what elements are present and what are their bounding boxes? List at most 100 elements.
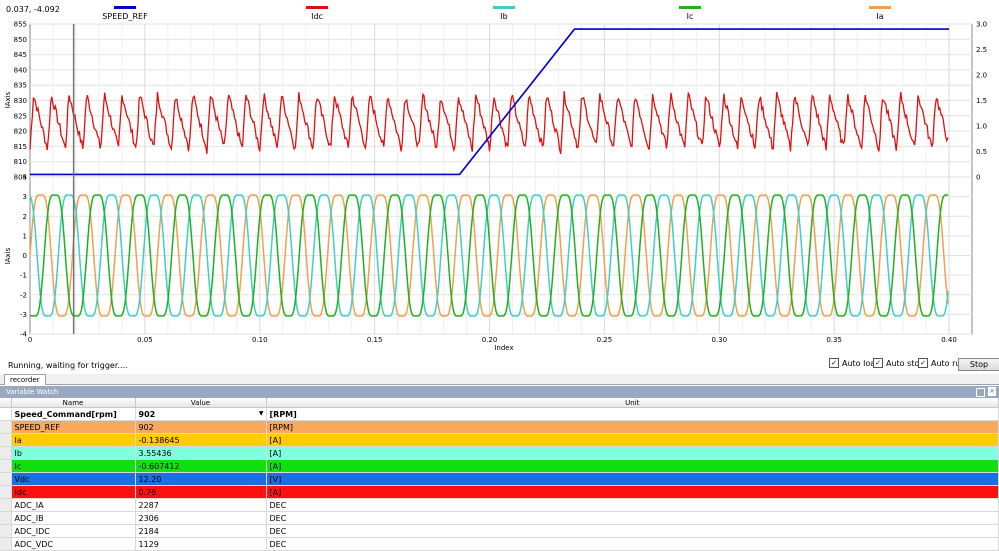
y-right-tick-label: 2.5 <box>976 46 987 54</box>
check-icon: ✓ <box>873 358 883 368</box>
y-tick-label: 855 <box>14 21 27 29</box>
auto-load-checkbox[interactable]: ✓ Auto load <box>829 358 880 368</box>
cell-unit: DEC <box>266 511 999 525</box>
cell-unit: DEC <box>266 524 999 538</box>
x-tick-label: 0.30 <box>711 336 727 344</box>
cell-value[interactable]: 0.76 <box>135 485 267 499</box>
cell-value[interactable]: -0.138645 <box>135 433 267 447</box>
row-selector[interactable] <box>0 420 12 434</box>
cell-text: DEC <box>269 500 287 510</box>
cell-text: SPEED_REF <box>14 422 60 432</box>
auto-stop-checkbox[interactable]: ✓ Auto stop <box>873 358 924 368</box>
x-tick-label: 0.20 <box>482 336 498 344</box>
cell-value[interactable]: 2184 <box>135 524 267 538</box>
row-selector[interactable] <box>0 524 12 538</box>
cell-value[interactable]: 3.55436 <box>135 446 267 460</box>
row-selector[interactable] <box>0 433 12 447</box>
variable-watch-titlebar: Variable Watch × <box>0 386 999 398</box>
row-selector[interactable] <box>0 459 12 473</box>
legend-swatch <box>869 6 891 9</box>
row-selector[interactable] <box>0 446 12 460</box>
cell-unit: [RPM] <box>266 420 999 434</box>
recorder-status: Running, waiting for trigger.... <box>8 361 128 370</box>
cell-value[interactable]: 2306 <box>135 511 267 525</box>
row-selector[interactable] <box>0 407 12 421</box>
y-tick-label: 810 <box>14 158 27 166</box>
table-row[interactable]: Ic -0.607412 [A] <box>0 459 999 473</box>
cell-unit: [A] <box>266 433 999 447</box>
auto-load-label: Auto load <box>842 358 881 368</box>
y-tick-label: -1 <box>20 272 27 280</box>
cell-value[interactable]: -0.607412 <box>135 459 267 473</box>
oscilloscope-plot[interactable]: 805 810 815 820 825 830 835 840 845 850 855 0 0.5 1.0… <box>0 0 999 358</box>
y-tick-label: 850 <box>14 36 27 44</box>
legend-item-ib[interactable]: Ib <box>484 0 524 22</box>
cell-text: DEC <box>269 513 287 523</box>
y-right-tick-label: 1.5 <box>976 97 987 105</box>
table-row[interactable]: ADC_IDC 2184 DEC <box>0 524 999 538</box>
column-header-value[interactable]: Value <box>135 398 267 408</box>
cell-value[interactable]: 902 <box>135 420 267 434</box>
table-row[interactable]: Idc 0.76 [A] <box>0 485 999 499</box>
y-tick-label: 1 <box>23 232 27 240</box>
table-row[interactable]: ADC_IA 2287 DEC <box>0 498 999 512</box>
auto-run-checkbox[interactable]: ✓ Auto run <box>918 358 966 368</box>
legend-item-ia[interactable]: Ia <box>860 0 900 22</box>
check-icon: ✓ <box>829 358 839 368</box>
cell-name: Idc <box>11 485 136 499</box>
table-row[interactable]: Speed_Command[rpm] 902 ▼ [RPM] <box>0 407 999 421</box>
cell-text: Ia <box>14 435 22 445</box>
row-selector[interactable] <box>0 511 12 525</box>
cell-value[interactable]: 2287 <box>135 498 267 512</box>
table-row[interactable]: SPEED_REF 902 [RPM] <box>0 420 999 434</box>
table-row[interactable]: Vdc 12.20 [V] <box>0 472 999 486</box>
ib-series-line <box>29 194 949 317</box>
auto-run-label: Auto run <box>931 358 966 368</box>
pin-icon[interactable] <box>976 388 985 397</box>
cell-text: -0.607412 <box>138 461 180 471</box>
y-tick-label: 820 <box>14 128 27 136</box>
legend-swatch <box>679 6 701 9</box>
table-row[interactable]: ADC_IB 2306 DEC <box>0 511 999 525</box>
cell-text: DEC <box>269 526 287 536</box>
x-tick-label: 0 <box>28 336 32 344</box>
cell-text: Speed_Command[rpm] <box>14 409 117 419</box>
legend-label: SPEED_REF <box>102 12 148 21</box>
y-tick-label: 3 <box>23 193 27 201</box>
speed-ref-series-line <box>30 28 949 176</box>
cell-name: SPEED_REF <box>11 420 136 434</box>
stop-button[interactable]: Stop <box>958 358 999 371</box>
cell-name: Ic <box>11 459 136 473</box>
table-row[interactable]: ADC_VDC 1129 DEC <box>0 537 999 551</box>
table-row[interactable]: Ib 3.55436 [A] <box>0 446 999 460</box>
legend-item-ic[interactable]: Ic <box>670 0 710 22</box>
y-tick-label: 835 <box>14 82 27 90</box>
close-icon[interactable]: × <box>988 387 996 396</box>
cell-text: ADC_IDC <box>14 526 50 536</box>
row-selector[interactable] <box>0 472 12 486</box>
cell-text: 1129 <box>138 539 159 549</box>
y-tick-label: 2 <box>23 213 27 221</box>
cell-name: ADC_IA <box>11 498 136 512</box>
tab-recorder[interactable]: recorder <box>4 374 46 385</box>
legend-item-idc[interactable]: Idc <box>297 0 337 22</box>
cell-text: [RPM] <box>269 409 297 419</box>
table-row[interactable]: Ia -0.138645 [A] <box>0 433 999 447</box>
cell-name: Speed_Command[rpm] <box>11 407 136 421</box>
bottom-y-axis-label: IAxis <box>4 247 12 264</box>
cell-value[interactable]: 12.20 <box>135 472 267 486</box>
variable-watch-table: Name Value Unit Speed_Command[rpm] 902 ▼ [R… <box>0 398 999 551</box>
cell-value[interactable]: 902 ▼ <box>135 407 267 421</box>
dropdown-arrow-icon[interactable]: ▼ <box>258 409 264 417</box>
y-tick-label: 830 <box>14 97 27 105</box>
row-selector[interactable] <box>0 498 12 512</box>
row-selector[interactable] <box>0 485 12 499</box>
tab-bar <box>0 374 999 385</box>
column-header-unit[interactable]: Unit <box>266 398 999 408</box>
y-right-tick-label: 1.0 <box>976 123 987 131</box>
column-header-name[interactable]: Name <box>11 398 136 408</box>
x-tick-label: 0.25 <box>597 336 613 344</box>
x-tick-label: 0.40 <box>941 336 957 344</box>
legend-item-speed-ref[interactable]: SPEED_REF <box>95 0 155 22</box>
cell-unit: [RPM] <box>266 407 999 421</box>
